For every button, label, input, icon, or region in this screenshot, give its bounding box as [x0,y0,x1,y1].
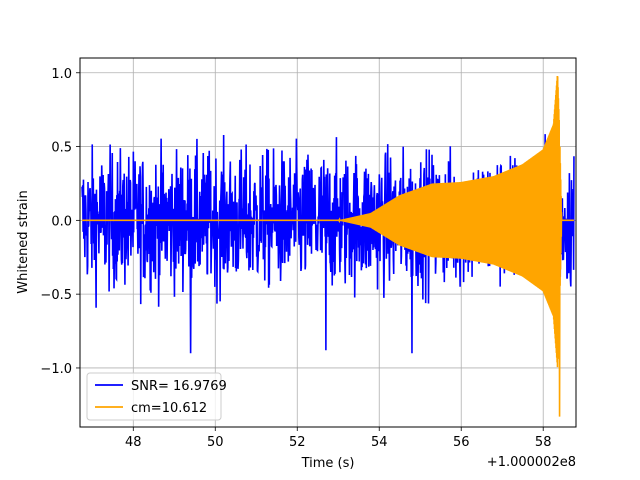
plot-frame [79,57,577,428]
x-tick-label: 56 [453,435,470,450]
legend-label-snr: SNR= 16.9769 [131,379,227,394]
legend: SNR= 16.9769 cm=10.612 [86,372,227,421]
x-tick-label: 50 [207,435,224,450]
y-tick-label: 1.0 [51,67,72,82]
x-tick-label: 58 [535,435,552,450]
y-tick-label: 0.0 [51,214,72,229]
x-tick-label: 48 [125,435,142,450]
x-tick-label: 54 [371,435,388,450]
y-tick-label: 0.5 [51,141,72,156]
x-axis-label: Time (s) [301,456,355,471]
legend-label-cm: cm=10.612 [131,401,207,416]
x-offset-label: +1.000002e8 [487,455,576,470]
y-axis-label: Whitened strain [16,190,31,293]
y-tick-label: −1.0 [40,362,72,377]
series-area [81,75,575,417]
axis-ticks: 48 50 52 54 56 58 1.0 0.5 0.0 −0.5 −1.0 [40,67,551,450]
y-tick-label: −0.5 [40,288,72,303]
series-cm-line [82,75,574,417]
x-tick-label: 52 [289,435,306,450]
